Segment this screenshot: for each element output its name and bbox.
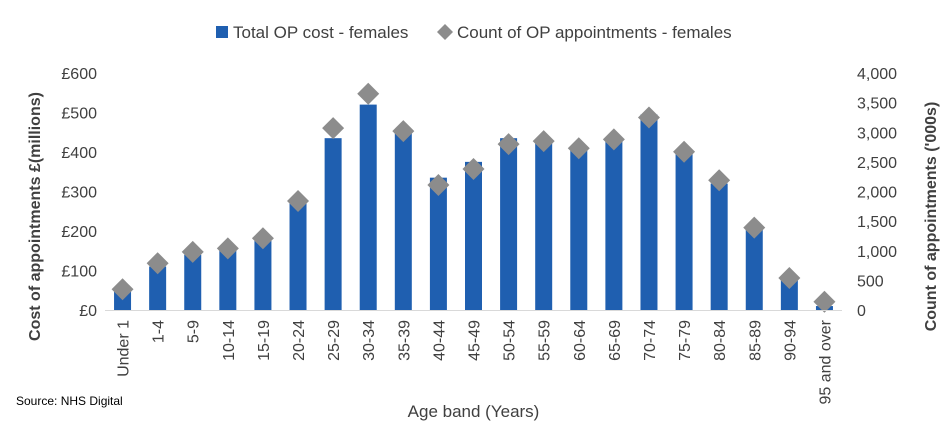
- point-45-49: [462, 157, 485, 180]
- x-tick-label: 40-44: [431, 320, 448, 361]
- right-axis-title: Count of appointments ('000s): [923, 102, 940, 332]
- x-axis: Under 1 1-4 5-9 10-14 15-19 20-24 25-29 30-34 35…: [105, 310, 842, 405]
- x-tick-label: 70-74: [642, 320, 659, 361]
- x-tick-label: 20-24: [291, 320, 308, 361]
- point-5-9: [181, 240, 204, 263]
- right-tick-label: 4,000: [857, 66, 897, 83]
- bars: [114, 104, 833, 310]
- left-axis-title: Cost of appointments £(millions): [27, 92, 44, 341]
- x-tick-label: 75-79: [677, 320, 694, 361]
- bar-75-79: [675, 152, 693, 310]
- point-95-and-over: [813, 290, 836, 313]
- left-axis: £0 £100 £200 £300 £400 £500 £600: [61, 66, 97, 320]
- x-tick-label: Under 1: [116, 320, 133, 377]
- bar-50-54: [500, 138, 518, 310]
- left-tick-label: £600: [61, 66, 97, 83]
- right-tick-label: 2,000: [857, 185, 897, 202]
- x-tick-label: 10-14: [221, 320, 238, 361]
- point-50-54: [497, 133, 520, 156]
- point-15-19: [251, 227, 274, 250]
- x-tick-label: 35-39: [396, 320, 413, 361]
- bar-90-94: [780, 278, 798, 310]
- x-tick-label: 30-34: [361, 320, 378, 361]
- bar-45-49: [465, 161, 482, 310]
- x-tick-label: 50-54: [502, 320, 519, 361]
- bar-55-59: [535, 140, 553, 310]
- bar-20-24: [289, 201, 307, 310]
- right-tick-label: 2,500: [857, 155, 897, 172]
- source-note: Source: NHS Digital: [16, 394, 123, 408]
- point-65-69: [602, 128, 625, 151]
- x-tick-label: 1-4: [151, 320, 168, 343]
- bar-5-9: [184, 254, 202, 310]
- point-70-74: [637, 106, 660, 129]
- x-tick-label: 65-69: [607, 320, 624, 361]
- legend: Total OP cost - females Count of OP appoi…: [216, 23, 732, 42]
- left-tick-label: £500: [61, 106, 97, 123]
- left-tick-label: £0: [79, 303, 97, 320]
- x-tick-label: 85-89: [747, 320, 764, 361]
- x-tick-label: 60-64: [572, 320, 589, 361]
- bar-1-4: [149, 266, 167, 310]
- right-tick-label: 0: [857, 303, 866, 320]
- point-under-1: [111, 278, 134, 301]
- point-80-84: [708, 169, 731, 192]
- point-30-34: [357, 82, 380, 105]
- right-tick-label: 500: [857, 273, 884, 290]
- right-tick-label: 3,000: [857, 125, 897, 142]
- bar-40-44: [429, 177, 447, 310]
- bar-25-29: [324, 138, 342, 310]
- x-tick-label: 25-29: [326, 320, 343, 361]
- left-tick-label: £400: [61, 145, 97, 162]
- x-tick-label: 45-49: [467, 320, 484, 361]
- bar-15-19: [254, 240, 272, 310]
- point-85-89: [743, 216, 766, 239]
- point-35-39: [392, 120, 415, 143]
- point-90-94: [778, 267, 801, 290]
- x-tick-label: 15-19: [256, 320, 273, 361]
- point-60-64: [567, 137, 590, 160]
- x-axis-title: Age band (Years): [408, 402, 540, 421]
- bar-35-39: [394, 130, 412, 310]
- point-55-59: [532, 130, 555, 153]
- point-20-24: [287, 189, 310, 212]
- bar-10-14: [219, 246, 237, 310]
- markers: [111, 82, 836, 313]
- right-tick-label: 1,500: [857, 214, 897, 231]
- point-25-29: [322, 117, 345, 140]
- x-tick-label: 80-84: [712, 320, 729, 361]
- left-tick-label: £200: [61, 224, 97, 241]
- left-tick-label: £300: [61, 185, 97, 202]
- x-tick-label: 95 and over: [817, 319, 834, 404]
- legend-bar-swatch: [216, 26, 228, 38]
- legend-label-cost: Total OP cost - females: [233, 23, 408, 42]
- bar-30-34: [359, 104, 377, 310]
- legend-label-count: Count of OP appointments - females: [457, 23, 732, 42]
- x-tick-label: 5-9: [186, 320, 203, 343]
- right-tick-label: 3,500: [857, 96, 897, 113]
- bar-80-84: [710, 183, 728, 310]
- point-1-4: [146, 252, 169, 275]
- right-tick-label: 1,000: [857, 244, 897, 261]
- point-40-44: [427, 173, 450, 196]
- legend-diamond-swatch: [437, 24, 453, 40]
- right-axis: 0 500 1,000 1,500 2,000 2,500 3,000 3,500 4,000: [857, 66, 897, 320]
- point-10-14: [216, 237, 239, 260]
- bar-60-64: [570, 146, 588, 310]
- x-tick-label: 55-59: [537, 320, 554, 361]
- left-tick-label: £100: [61, 264, 97, 281]
- x-tick-label: 90-94: [782, 320, 799, 361]
- bar-85-89: [745, 229, 763, 310]
- bar-70-74: [640, 114, 658, 310]
- point-75-79: [673, 140, 696, 163]
- bar-65-69: [605, 140, 623, 310]
